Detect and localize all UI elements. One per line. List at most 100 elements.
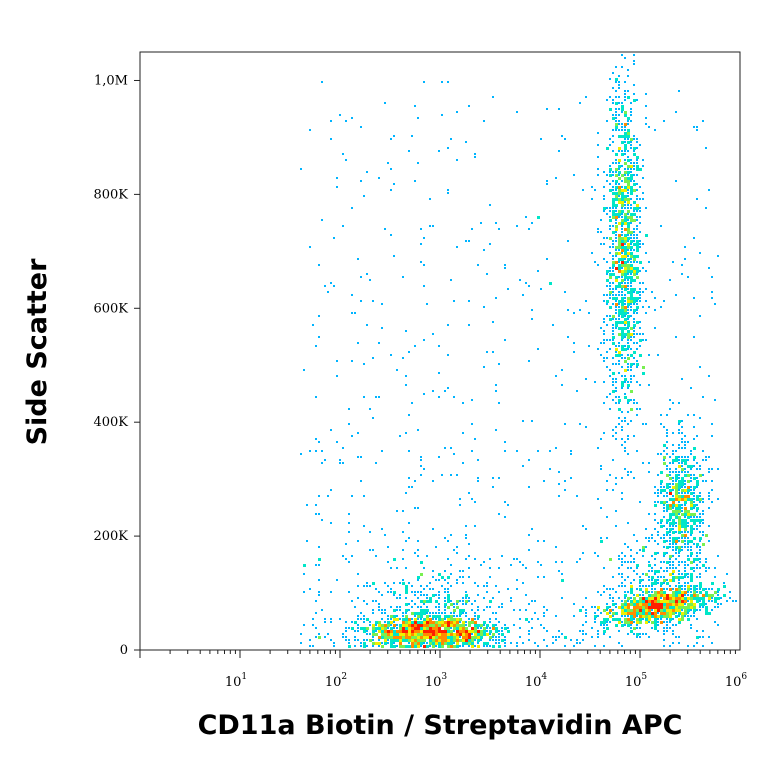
event-dot xyxy=(660,525,663,528)
event-dot xyxy=(417,162,419,164)
event-dot xyxy=(585,621,587,623)
event-dot xyxy=(474,618,476,620)
event-dot xyxy=(417,633,420,636)
event-dot xyxy=(630,615,633,618)
event-dot xyxy=(609,615,612,618)
event-dot xyxy=(669,516,672,519)
event-dot xyxy=(621,612,624,615)
event-dot xyxy=(600,540,603,543)
event-dot xyxy=(615,606,617,608)
event-dot xyxy=(393,624,396,627)
event-dot xyxy=(624,327,627,330)
event-dot xyxy=(429,639,432,642)
event-dot xyxy=(615,183,617,185)
event-dot xyxy=(459,612,462,615)
event-dot xyxy=(636,99,638,101)
event-dot xyxy=(477,630,480,633)
event-dot xyxy=(636,276,639,279)
event-dot xyxy=(699,582,702,585)
event-dot xyxy=(684,498,687,501)
event-dot xyxy=(429,597,432,600)
event-dot xyxy=(465,537,467,539)
event-dot xyxy=(525,567,527,569)
event-dot xyxy=(657,354,659,356)
event-dot xyxy=(324,621,326,623)
event-dot xyxy=(420,606,422,608)
event-dot xyxy=(408,522,410,524)
event-dot xyxy=(429,588,431,590)
event-dot xyxy=(630,240,633,243)
event-dot xyxy=(630,327,633,330)
event-dot xyxy=(360,456,362,458)
event-dot xyxy=(444,618,446,620)
event-dot xyxy=(528,228,530,230)
event-dot xyxy=(669,507,672,510)
event-dot xyxy=(618,372,620,374)
event-dot xyxy=(465,633,468,636)
event-dot xyxy=(396,633,399,636)
event-dot xyxy=(621,300,624,303)
event-dot xyxy=(447,354,449,356)
event-dot xyxy=(699,603,702,606)
event-dot xyxy=(618,210,621,213)
event-dot xyxy=(405,612,407,614)
event-dot xyxy=(645,270,647,272)
event-dot xyxy=(345,543,347,545)
event-dot xyxy=(432,621,435,624)
event-dot xyxy=(603,618,606,621)
event-dot xyxy=(609,138,611,140)
event-dot xyxy=(639,270,641,272)
event-dot xyxy=(552,642,554,644)
event-dot xyxy=(357,624,359,626)
event-dot xyxy=(399,639,402,642)
event-dot xyxy=(618,240,621,243)
event-dot xyxy=(681,462,683,464)
event-dot xyxy=(630,369,632,371)
event-dot xyxy=(657,615,660,618)
event-dot xyxy=(666,624,668,626)
event-dot xyxy=(465,603,467,605)
event-dot xyxy=(627,522,629,524)
event-dot xyxy=(609,183,611,185)
event-dot xyxy=(333,642,335,644)
event-dot xyxy=(627,96,630,99)
event-dot xyxy=(633,219,636,222)
event-dot xyxy=(690,552,693,555)
event-dot xyxy=(690,504,693,507)
event-dot xyxy=(726,573,728,575)
event-dot xyxy=(417,576,420,579)
event-dot xyxy=(480,564,482,566)
event-dot xyxy=(627,171,630,174)
event-dot xyxy=(612,282,614,284)
event-dot xyxy=(672,618,674,620)
event-dot xyxy=(633,54,635,56)
event-dot xyxy=(663,588,665,590)
event-dot xyxy=(621,222,624,225)
event-dot xyxy=(708,456,710,458)
event-dot xyxy=(501,630,503,632)
event-dot xyxy=(615,129,617,131)
event-dot xyxy=(615,96,617,98)
event-dot xyxy=(681,378,683,380)
event-dot xyxy=(621,384,624,387)
event-dot xyxy=(678,423,680,425)
event-dot xyxy=(624,288,627,291)
event-dot xyxy=(438,630,441,633)
event-dot xyxy=(663,630,665,632)
event-dot xyxy=(483,627,486,630)
event-dot xyxy=(483,597,485,599)
event-dot xyxy=(633,189,636,192)
event-dot xyxy=(627,210,630,213)
event-dot xyxy=(363,630,366,633)
event-dot xyxy=(612,258,614,260)
event-dot xyxy=(618,162,620,164)
event-dot xyxy=(678,585,681,588)
event-dot xyxy=(459,570,461,572)
event-dot xyxy=(621,252,623,254)
event-dot xyxy=(600,507,602,509)
event-dot xyxy=(660,588,663,591)
event-dot xyxy=(642,585,644,587)
event-dot xyxy=(627,243,630,246)
event-dot xyxy=(678,579,680,581)
event-dot xyxy=(684,459,687,462)
